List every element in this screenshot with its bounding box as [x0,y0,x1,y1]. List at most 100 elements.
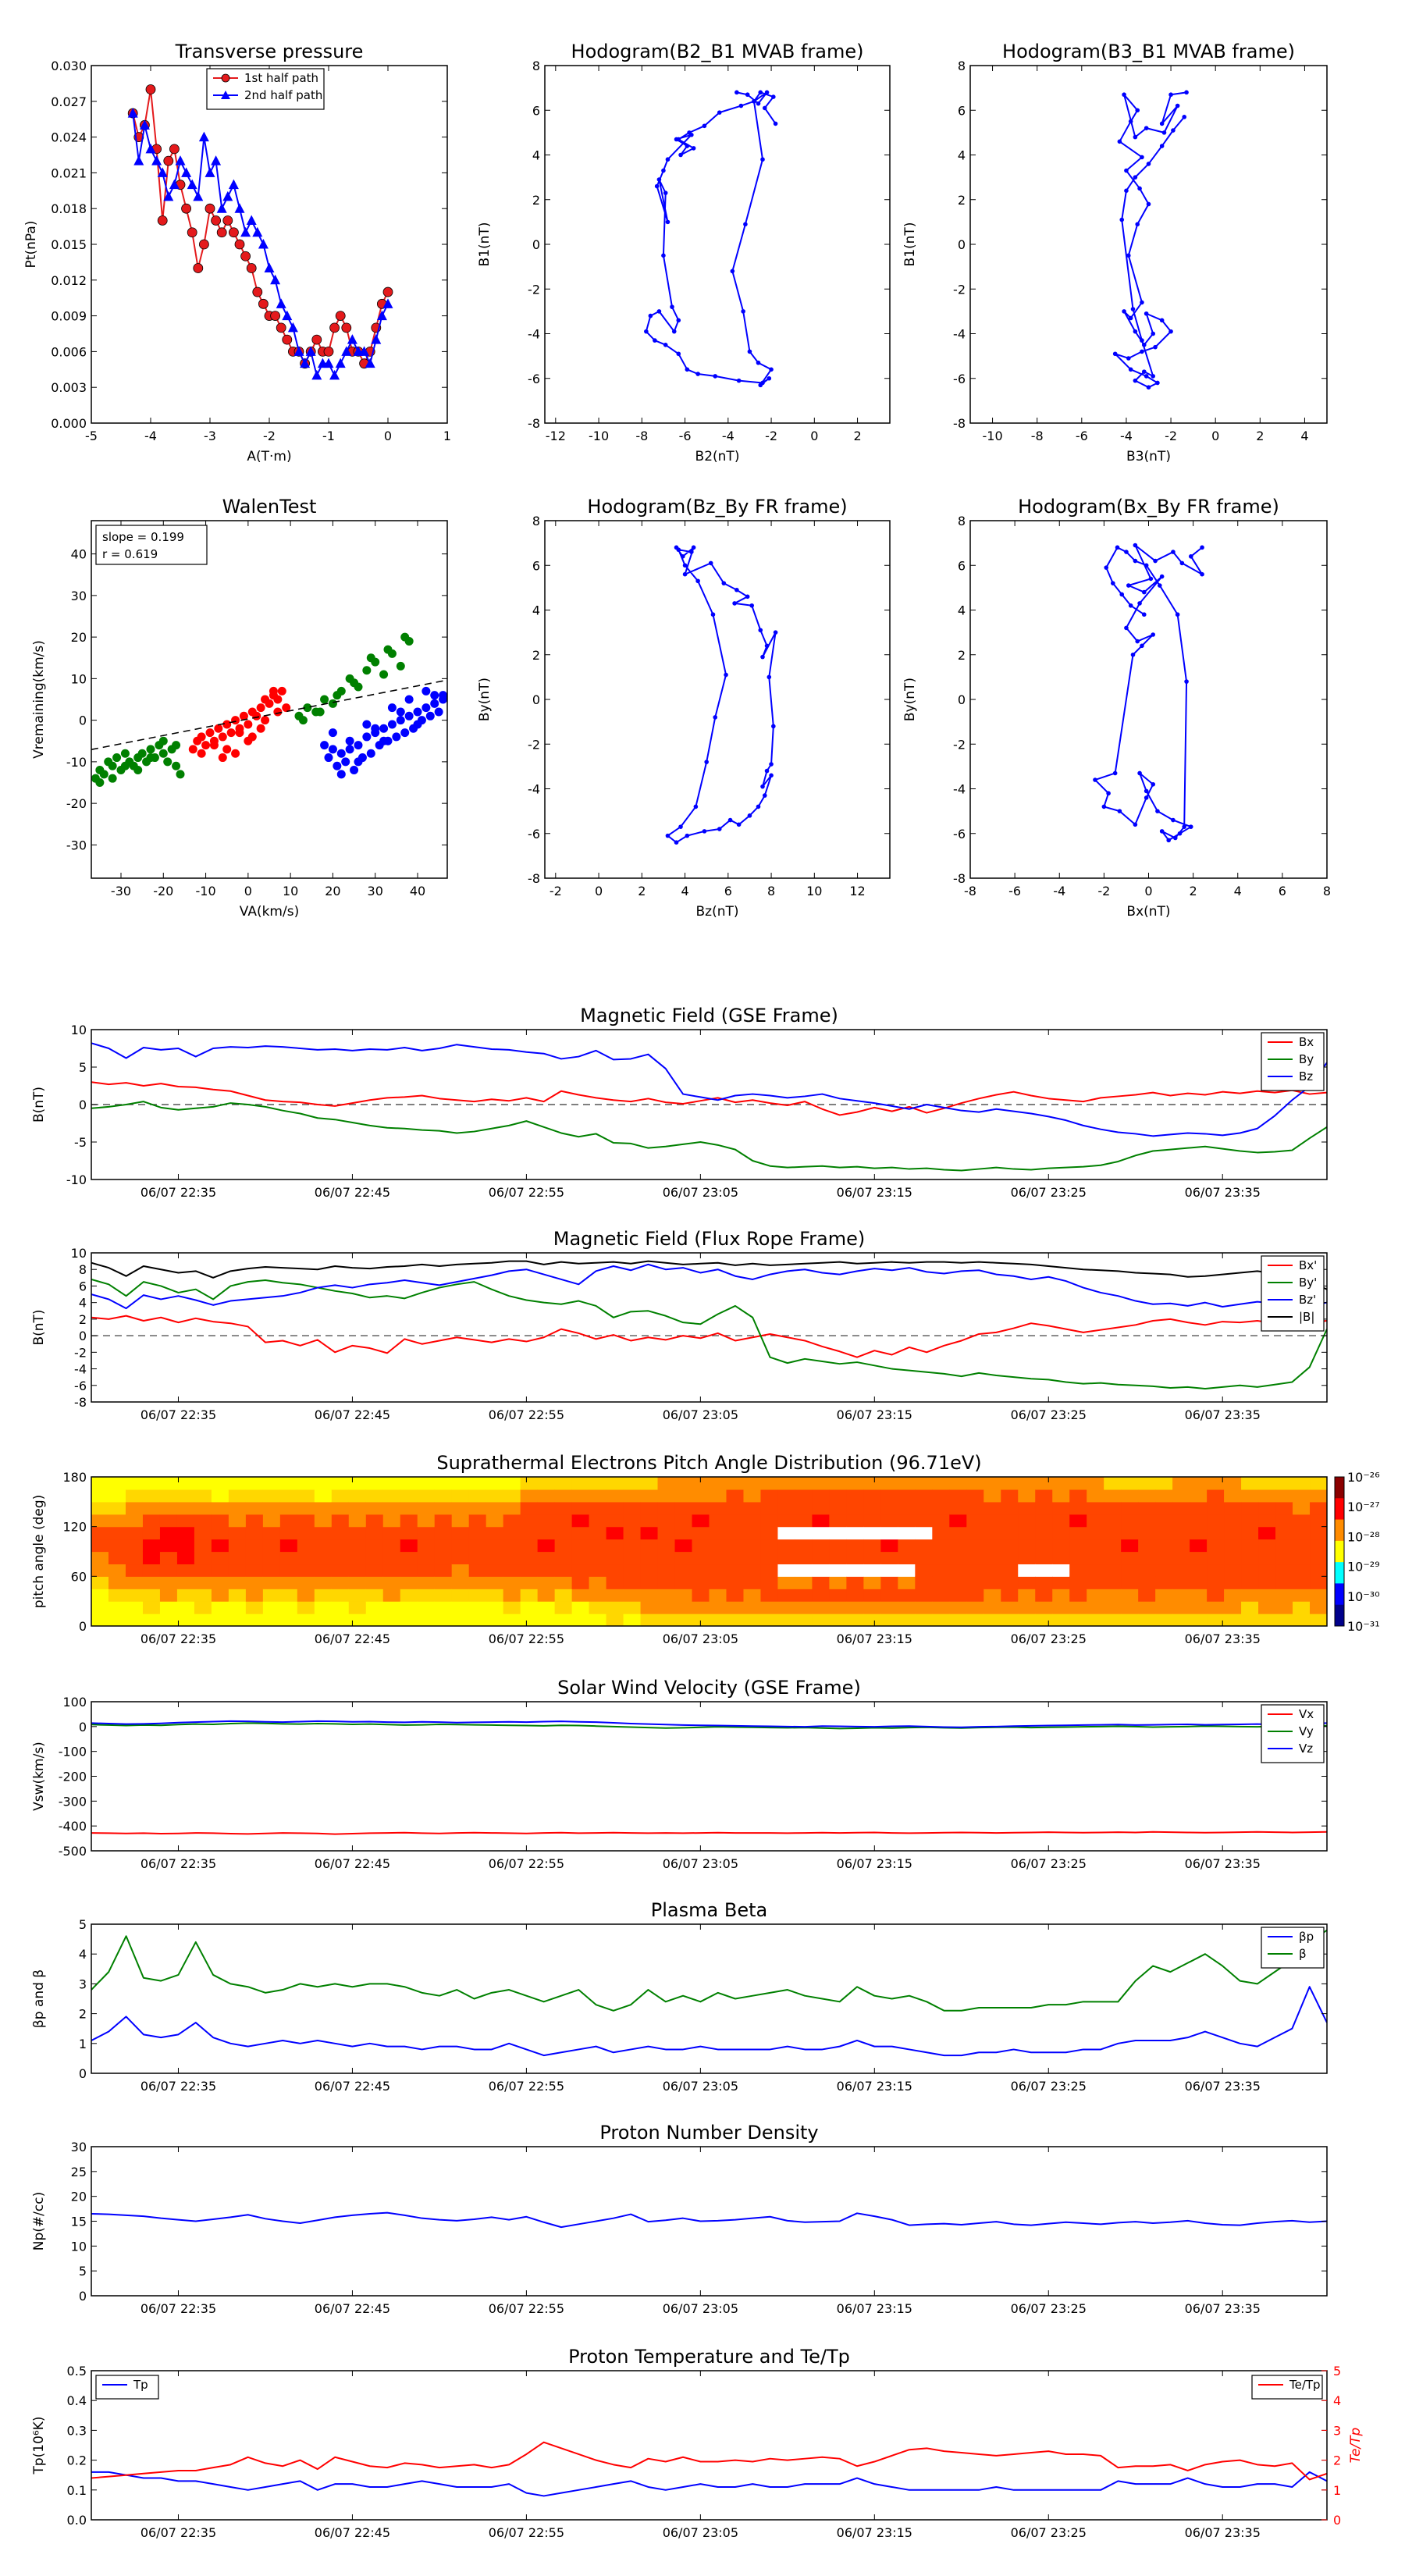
heat-cell [1087,1576,1104,1589]
heat-cell [1258,1551,1276,1565]
heat-cell [297,1477,315,1490]
heat-cell [1138,1501,1156,1515]
heat-cell [589,1601,607,1614]
hodogram-point [676,351,681,357]
heat-cell [1241,1601,1259,1614]
heat-cell [623,1539,642,1553]
heat-cell [125,1514,144,1528]
heat-cell [262,1539,281,1553]
heat-cell [1069,1501,1087,1515]
hodogram-point [1144,795,1149,800]
heat-cell [984,1489,1001,1503]
heat-cell [503,1526,521,1540]
heat-cell [1293,1501,1311,1515]
heat-cell [915,1526,933,1540]
heat-cell [382,1539,401,1553]
hodogram-point [1128,367,1133,372]
heat-cell [880,1589,898,1602]
heat-cell [674,1539,693,1553]
hodogram-point [695,372,700,376]
heat-cell [468,1489,487,1503]
hodogram-point [758,90,763,95]
heat-cell [674,1564,693,1577]
heat-cell [1138,1564,1156,1577]
heat-cell [176,1489,195,1503]
hodogram-point [1175,103,1180,109]
y-tick-label: 0 [79,2066,87,2081]
scatter-point-group-1 [112,753,122,763]
heat-cell [1190,1539,1208,1553]
heat-cell [966,1551,984,1565]
heat-cell [279,1576,298,1589]
x-tick-label: -4 [144,429,157,443]
heat-cell [743,1576,762,1589]
heat-cell [880,1514,898,1528]
heat-cell [1275,1564,1293,1577]
heat-cell [417,1551,436,1565]
x-tick-label: -20 [153,884,173,898]
series-line-β [91,1929,1327,2012]
heat-cell [211,1589,229,1602]
heat-cell [709,1526,727,1540]
heat-cell [846,1601,864,1614]
heat-cell [1121,1477,1139,1490]
heat-cell [949,1614,967,1626]
scatter-point-group-3 [387,703,397,713]
heat-cell [743,1564,762,1577]
heat-cell [194,1514,212,1528]
heat-cell [1087,1551,1104,1565]
heat-cell [777,1501,796,1515]
heat-cell [108,1477,126,1490]
heat-cell [795,1501,813,1515]
heat-cell [743,1514,762,1528]
heat-cell [279,1551,298,1565]
heat-cell [1104,1576,1122,1589]
scatter-point-group-2 [222,720,232,729]
heat-cell [1087,1501,1104,1515]
heat-cell [709,1564,727,1577]
legend-label: βp [1299,1930,1314,1944]
heat-cell [400,1576,418,1589]
legend-frame [1261,1927,1325,1969]
heat-cell [812,1551,831,1565]
x-tick-label: -10 [196,884,216,898]
heat-cell [1104,1477,1122,1490]
legend-label: Vy [1299,1724,1314,1738]
heat-cell [640,1477,659,1490]
heat-cell [1001,1601,1019,1614]
hodogram-point [1126,253,1131,258]
marker-circle [222,215,233,226]
heat-cell [932,1477,950,1490]
x-axis-label: Bz(nT) [695,904,738,920]
heat-cell [1241,1489,1259,1503]
hodogram-point [1124,625,1129,631]
heat-cell [1207,1551,1225,1565]
heat-cell [846,1564,864,1577]
y-tick-label: 5 [79,1060,87,1075]
marker-triangle [222,190,233,201]
heat-cell [880,1551,898,1565]
x-tick-label: -8 [635,429,648,443]
x-tick-label: 06/07 22:35 [140,2301,216,2316]
y-tick-label: -2 [74,1345,87,1360]
heat-cell [743,1614,762,1626]
hodogram-point [721,581,727,585]
x-tick-label: -2 [765,429,777,443]
x-tick-label: 10 [283,884,298,898]
hodogram-point [1135,639,1140,644]
y-tick-label: 4 [79,1947,87,1962]
hodogram-point [693,804,699,809]
heat-cell [760,1601,779,1614]
hodogram-point [1182,824,1186,829]
scatter-point-group-1 [146,753,155,763]
heat-cell [812,1589,831,1602]
x-tick-label: 06/07 22:55 [489,2079,564,2094]
heat-cell [812,1501,831,1515]
heat-cell [743,1477,762,1490]
series-line-Bz' [91,1263,1327,1310]
heat-cell [606,1601,624,1614]
y-tick-label: 2 [958,193,966,208]
heat-cell [709,1514,727,1528]
heat-cell [91,1614,109,1626]
heat-cell [1172,1514,1190,1528]
